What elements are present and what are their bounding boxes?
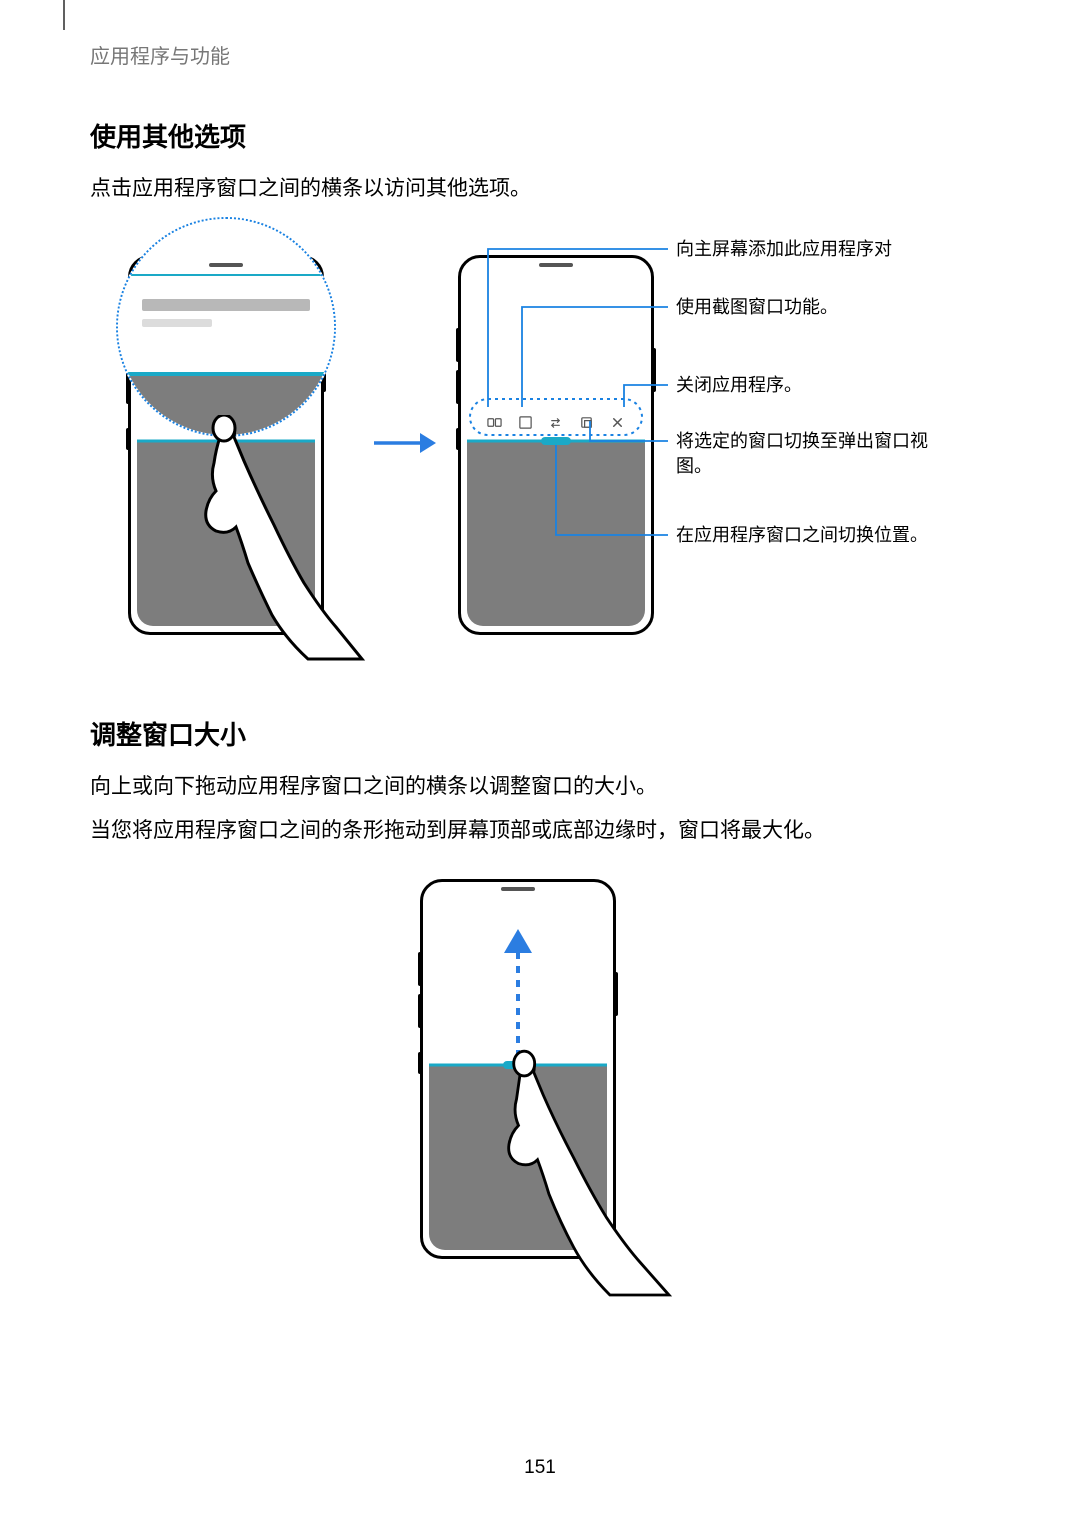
page-number: 151 [524, 1457, 556, 1479]
icon-snap [517, 414, 533, 430]
magnify-left [116, 217, 336, 437]
diagram-other-options: 向主屏幕添加此应用程序对 使用截图窗口功能。 关闭应用程序。 将选定的窗口切换至… [90, 235, 990, 675]
heading-other-options: 使用其他选项 [90, 117, 990, 154]
phone-right [458, 255, 654, 635]
callout-popup: 将选定的窗口切换至弹出窗口视图。 [676, 429, 936, 479]
breadcrumb: 应用程序与功能 [90, 40, 990, 69]
section-resize: 调整窗口大小 向上或向下拖动应用程序窗口之间的横条以调整窗口的大小。 当您将应用… [90, 715, 990, 1313]
section-other-options: 使用其他选项 点击应用程序窗口之间的横条以访问其他选项。 [90, 117, 990, 675]
diagram-resize [90, 873, 990, 1313]
callout-add-pair: 向主屏幕添加此应用程序对 [676, 237, 936, 262]
heading-resize: 调整窗口大小 [90, 715, 990, 752]
callout-snap: 使用截图窗口功能。 [676, 295, 936, 320]
icon-close [610, 414, 626, 430]
header-tab-edge [63, 0, 65, 30]
icon-swap [548, 414, 564, 430]
body-resize-1: 向上或向下拖动应用程序窗口之间的横条以调整窗口的大小。 [90, 770, 990, 805]
arrow-right-icon [370, 425, 440, 461]
body-resize-2: 当您将应用程序窗口之间的条形拖动到屏幕顶部或底部边缘时，窗口将最大化。 [90, 814, 990, 849]
icon-popup [579, 414, 595, 430]
body-other-options: 点击应用程序窗口之间的横条以访问其他选项。 [90, 172, 990, 207]
arrow-up-icon [488, 921, 548, 1081]
callout-close: 关闭应用程序。 [676, 373, 936, 398]
icon-add-pair [486, 414, 502, 430]
callout-swap: 在应用程序窗口之间切换位置。 [676, 523, 936, 548]
